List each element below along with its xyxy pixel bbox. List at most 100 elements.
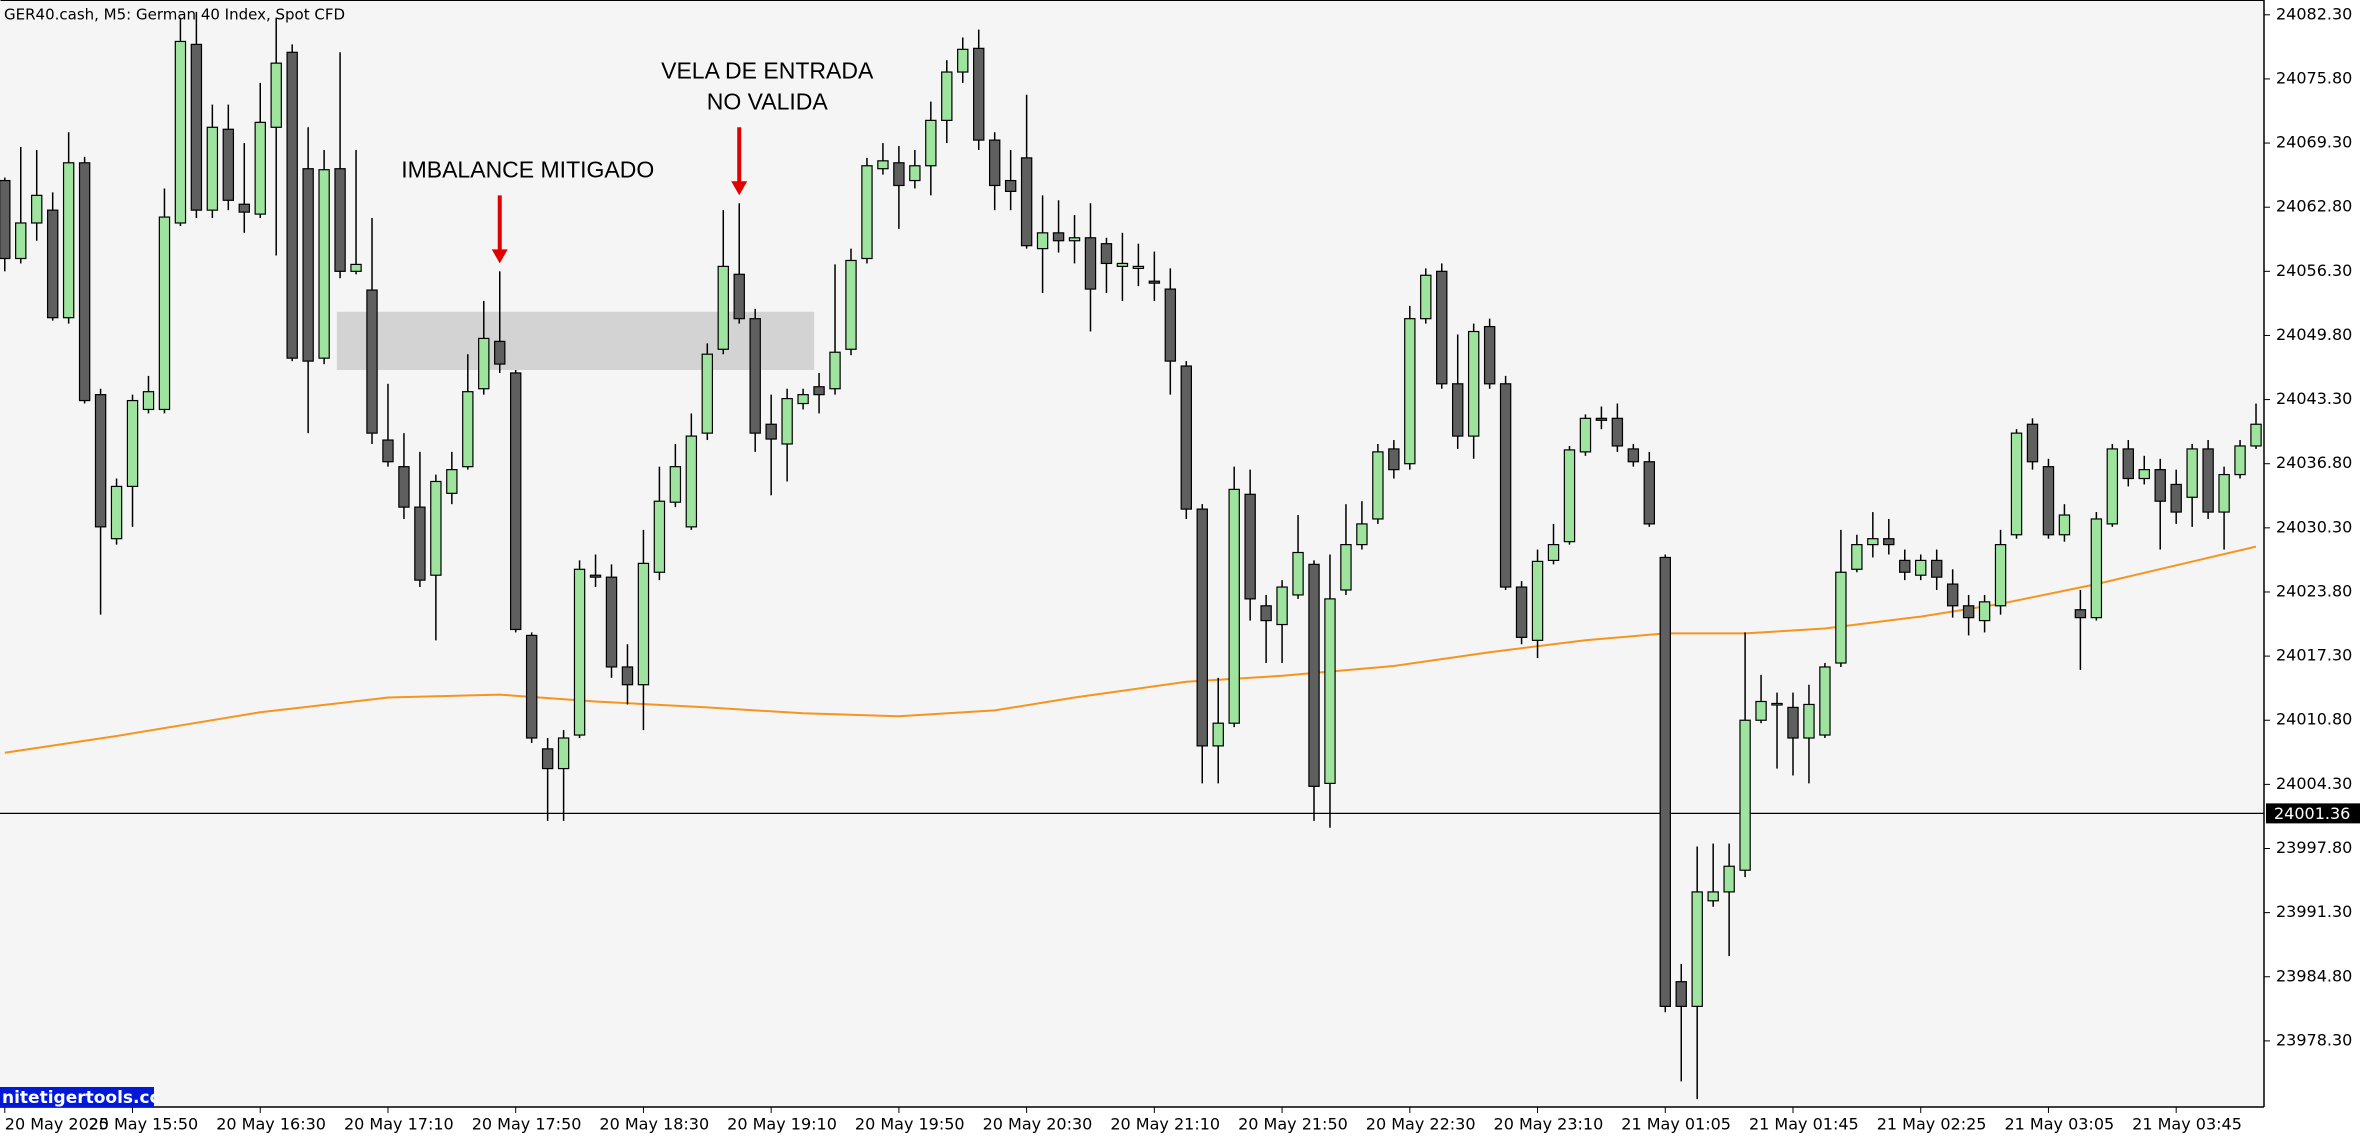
candle-body — [541, 748, 554, 770]
candle-body — [749, 318, 761, 434]
y-tick-label: 24062.80 — [2276, 197, 2352, 216]
candle-body — [1611, 417, 1624, 447]
candle-body — [988, 139, 1001, 187]
candle-body — [573, 568, 586, 736]
candle-body — [1004, 179, 1017, 193]
candle-body — [350, 263, 362, 272]
candle-body — [62, 162, 75, 319]
candle-body — [669, 466, 682, 503]
candle-body — [557, 737, 570, 770]
candle-body — [286, 51, 298, 359]
candle-body — [813, 386, 825, 396]
candle-body — [1707, 891, 1719, 902]
candle-body — [925, 119, 937, 167]
candle-body — [1052, 232, 1065, 242]
y-tick-label: 24010.80 — [2276, 710, 2352, 729]
y-tick-label: 24004.30 — [2276, 774, 2352, 793]
candle-body — [222, 128, 235, 201]
candle-body — [1260, 605, 1272, 622]
candle-body — [605, 576, 618, 668]
x-tick-label: 20 May 18:30 — [599, 1115, 709, 1134]
candle-body — [1372, 451, 1384, 520]
candle-body — [1292, 551, 1304, 596]
y-tick-label: 24056.30 — [2276, 261, 2352, 280]
x-tick-label: 20 May 20:30 — [983, 1115, 1093, 1134]
candle-body — [206, 126, 219, 211]
candle-body — [478, 337, 490, 390]
candle-body — [637, 562, 650, 686]
x-tick-label: 21 May 02:25 — [1877, 1115, 1987, 1134]
candle-body — [2074, 609, 2087, 619]
candle-body — [1531, 560, 1544, 641]
x-tick-label: 20 May 23:10 — [1494, 1115, 1604, 1134]
candle-body — [2218, 473, 2230, 513]
candle-body — [861, 165, 873, 260]
candle-body — [1978, 601, 1991, 622]
candle-body — [0, 179, 11, 260]
candle-body — [1563, 449, 1576, 543]
y-tick-label: 24043.30 — [2276, 389, 2352, 408]
candle-body — [334, 168, 346, 272]
candle-body — [1643, 461, 1656, 525]
candle-body — [1148, 280, 1161, 284]
candle-body — [158, 216, 171, 411]
x-tick-label: 20 May 21:50 — [1238, 1115, 1348, 1134]
candle-body — [31, 194, 43, 224]
candle-body — [1404, 318, 1416, 465]
y-tick-label: 23997.80 — [2276, 838, 2352, 857]
x-tick-label: 20 May 15:50 — [89, 1115, 199, 1134]
x-tick-label: 20 May 16:30 — [216, 1115, 326, 1134]
candle-body — [1547, 544, 1560, 562]
candle-body — [1356, 523, 1368, 546]
candle-body — [1436, 270, 1448, 385]
candle-body — [1228, 488, 1240, 724]
chart-title: GER40.cash, M5: German 40 Index, Spot CF… — [4, 6, 345, 24]
annotation-text: NO VALIDA — [707, 88, 829, 114]
candle-body — [254, 121, 266, 215]
candle-body — [398, 466, 410, 508]
candle-body — [1068, 237, 1081, 242]
candle-body — [893, 162, 905, 187]
imbalance-zone — [336, 311, 815, 370]
x-tick-label: 20 May 19:50 — [855, 1115, 965, 1134]
candle-body — [2090, 518, 2103, 619]
candle-body — [1739, 719, 1751, 871]
y-tick-label: 24017.30 — [2276, 646, 2352, 665]
y-tick-label: 24036.80 — [2276, 453, 2352, 472]
x-tick-label: 20 May 17:10 — [344, 1115, 454, 1134]
candle-body — [1452, 383, 1464, 437]
candle-body — [430, 480, 442, 576]
candle-body — [382, 439, 394, 463]
candle-body — [1244, 493, 1256, 600]
candle-body — [2202, 448, 2214, 513]
candle-body — [94, 394, 107, 528]
candle-body — [509, 372, 522, 631]
candle-body — [1388, 448, 1400, 471]
candle-body — [462, 391, 474, 468]
candle-body — [1659, 556, 1671, 1007]
price-label-bg — [2266, 803, 2360, 824]
candle-body — [1691, 891, 1703, 1007]
plot: IMBALANCE MITIGADO VELA DE ENTRADA NO VALI… — [0, 11, 2264, 1100]
x-tick-label: 21 May 03:05 — [2004, 1115, 2114, 1134]
candle-body — [1180, 365, 1192, 510]
candle-body — [2106, 448, 2119, 525]
candle-body — [174, 40, 187, 224]
annotation-text: IMBALANCE MITIGADO — [401, 156, 654, 182]
candle-body — [2122, 448, 2134, 480]
x-tick-label: 20 May 19:10 — [727, 1115, 837, 1134]
y-tick-label: 23991.30 — [2276, 902, 2352, 921]
candle-body — [1116, 262, 1129, 267]
x-tick-label: 20 May 21:10 — [1110, 1115, 1220, 1134]
candle-body — [733, 273, 745, 320]
candle-body — [1755, 700, 1767, 721]
candle-body — [1946, 583, 1959, 607]
candle-body — [1020, 157, 1033, 247]
candle-body — [2058, 514, 2071, 536]
candle-body — [1196, 508, 1208, 747]
candle-body — [1420, 274, 1432, 320]
candle-body — [1515, 586, 1528, 638]
candle-body — [366, 289, 378, 434]
annotation-arrowhead — [491, 249, 508, 264]
candle-body — [190, 43, 203, 211]
